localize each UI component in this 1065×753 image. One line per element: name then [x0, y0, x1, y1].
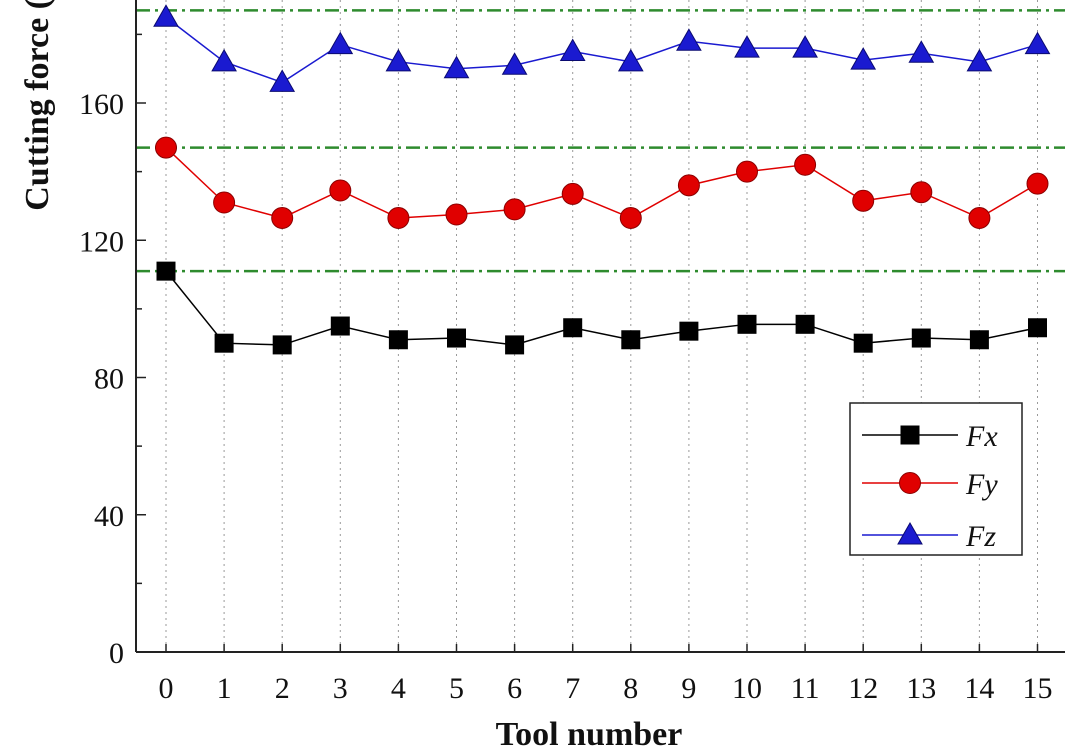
data-point — [794, 153, 817, 176]
data-point — [1026, 172, 1049, 195]
data-point — [327, 31, 354, 55]
data-point — [677, 174, 700, 197]
y-tick-label: 160 — [79, 88, 124, 121]
data-point — [737, 314, 757, 334]
data-point — [1028, 318, 1047, 338]
series-fz — [153, 4, 1051, 92]
data-point — [503, 198, 526, 221]
reference-lines — [136, 9, 1065, 273]
data-point — [910, 181, 933, 204]
x-tick-label: 12 — [848, 672, 878, 705]
data-point — [330, 316, 350, 336]
data-point — [795, 314, 815, 334]
data-point — [563, 318, 583, 338]
series-fx — [156, 261, 1047, 355]
legend-item-fy: Fy — [862, 468, 998, 501]
data-point — [621, 330, 641, 350]
x-tick-label: 13 — [906, 672, 936, 705]
y-axis-title: Cutting force ( — [19, 0, 56, 211]
x-tick-label: 1 — [217, 672, 232, 705]
x-tick-label: 5 — [449, 672, 464, 705]
axes — [135, 0, 1065, 653]
data-point — [679, 321, 699, 341]
data-point — [559, 38, 586, 62]
series-line — [165, 147, 1038, 219]
data-point — [792, 35, 818, 58]
data-point — [736, 160, 758, 183]
y-tick-label: 120 — [79, 225, 124, 258]
data-point — [387, 206, 410, 229]
x-tick-label: 3 — [333, 672, 348, 705]
x-tick-label: 2 — [275, 672, 290, 705]
data-point — [155, 136, 177, 159]
legend-label: Fx — [965, 420, 998, 453]
x-tick-label: 4 — [391, 672, 406, 705]
data-point — [153, 4, 179, 27]
data-point — [1024, 31, 1051, 55]
data-point — [899, 472, 921, 494]
legend-box — [849, 402, 1023, 556]
data-point — [505, 335, 525, 355]
x-tick-label: 14 — [964, 672, 994, 705]
x-tick-label: 0 — [159, 672, 174, 705]
data-point — [156, 261, 176, 281]
y-tick-label: 40 — [94, 500, 124, 533]
x-tick-label: 11 — [791, 672, 820, 705]
data-point — [211, 48, 237, 72]
data-point — [619, 206, 642, 229]
data-point — [272, 335, 292, 355]
data-point — [561, 182, 584, 205]
data-point — [900, 425, 920, 445]
data-point — [853, 333, 873, 353]
data-point — [966, 48, 993, 72]
data-point — [969, 330, 989, 350]
y-tick-label: 80 — [94, 363, 124, 396]
series-line — [165, 16, 1038, 84]
data-point — [676, 28, 702, 51]
data-point — [501, 52, 528, 75]
x-tick-label: 6 — [507, 672, 522, 705]
data-point — [968, 206, 991, 229]
legend-label: Fz — [965, 520, 996, 553]
data-point — [911, 328, 931, 348]
x-tick-label: 7 — [565, 672, 580, 705]
data-point — [852, 189, 875, 212]
data-point — [213, 191, 236, 214]
data-point — [271, 206, 294, 229]
series-line — [165, 270, 1038, 346]
data-point — [443, 55, 470, 79]
legend-item-fz: Fz — [862, 520, 996, 553]
y-tick-label: 0 — [109, 637, 124, 670]
data-point — [269, 69, 296, 92]
series-fy — [155, 136, 1049, 229]
x-tick-label: 15 — [1023, 672, 1053, 705]
data-point — [445, 203, 468, 226]
legend-label: Fy — [965, 468, 998, 501]
data-point — [734, 35, 760, 58]
series — [153, 4, 1051, 355]
x-tick-label: 10 — [732, 672, 762, 705]
data-point — [447, 328, 466, 348]
legend-item-fx: Fx — [862, 420, 998, 453]
data-point — [388, 330, 408, 350]
data-point — [908, 40, 935, 63]
x-tick-label: 8 — [623, 672, 638, 705]
data-point — [214, 333, 234, 353]
data-point — [617, 48, 644, 72]
legend: Fx Fy Fz — [849, 402, 1023, 556]
data-point — [329, 179, 352, 202]
data-point — [897, 521, 923, 545]
x-tick-label: 9 — [681, 672, 696, 705]
data-point — [385, 48, 412, 72]
data-point — [850, 47, 877, 70]
x-axis-title: Tool number — [496, 716, 683, 753]
